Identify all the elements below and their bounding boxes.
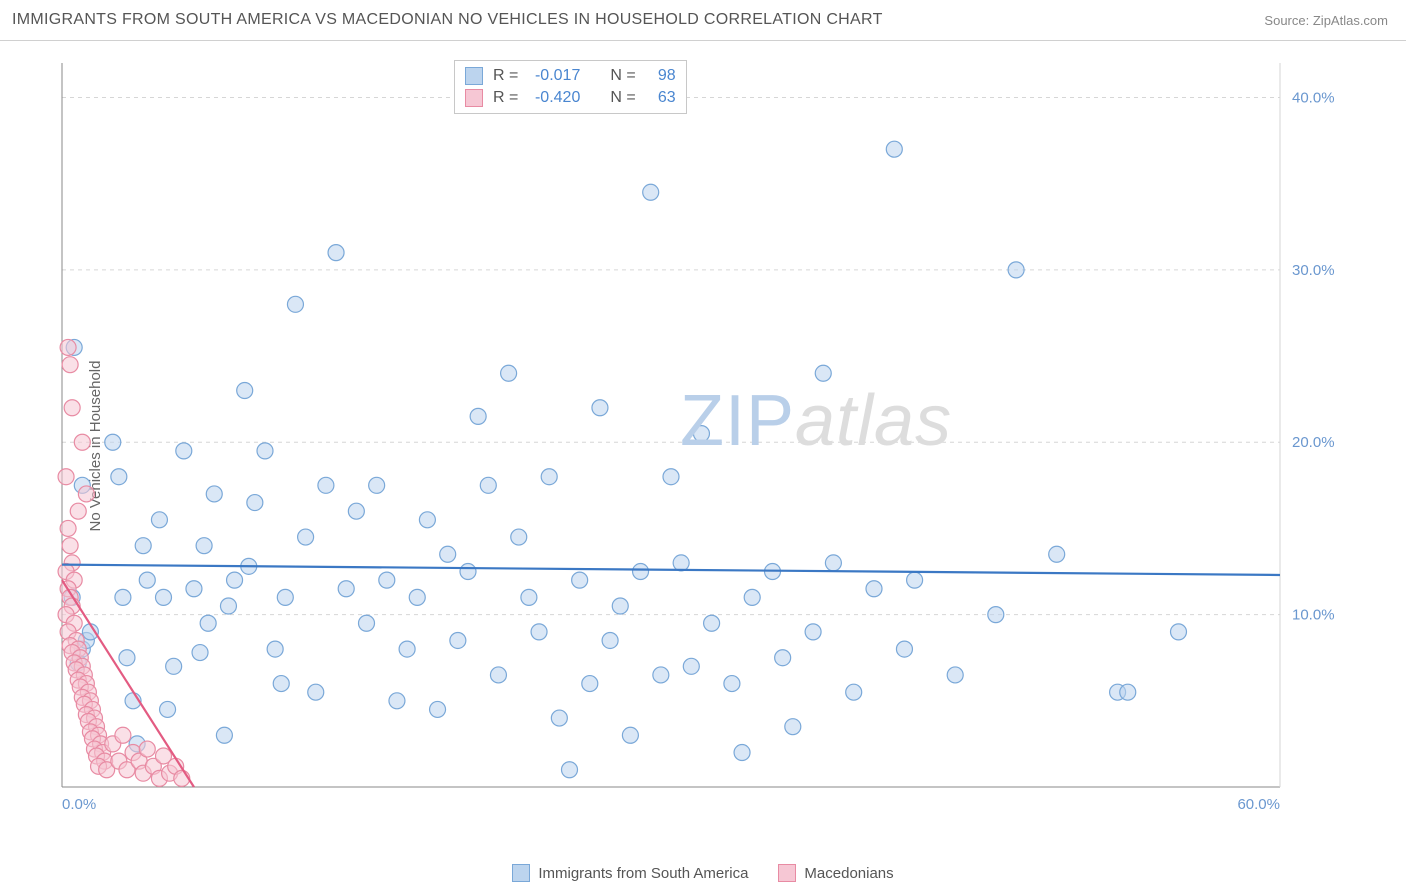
legend-swatch [512, 864, 530, 882]
svg-text:10.0%: 10.0% [1292, 607, 1335, 624]
scatter-plot: 10.0% 20.0% 30.0% 40.0% 0.0% 60.0% [50, 55, 1350, 825]
source-label: Source: [1264, 13, 1309, 28]
legend-swatch [465, 67, 483, 85]
n-value: 63 [646, 89, 676, 107]
legend-row: R = -0.420 N = 63 [465, 87, 676, 109]
n-label: N = [610, 67, 635, 85]
correlation-legend: R = -0.017 N = 98 R = -0.420 N = 63 [454, 60, 687, 114]
legend-row: R = -0.017 N = 98 [465, 65, 676, 87]
source-attribution: Source: ZipAtlas.com [1264, 13, 1388, 28]
svg-text:40.0%: 40.0% [1292, 89, 1335, 106]
title-bar: IMMIGRANTS FROM SOUTH AMERICA VS MACEDON… [0, 0, 1406, 41]
legend-swatch [778, 864, 796, 882]
r-value: -0.017 [528, 67, 580, 85]
series-legend-item: Macedonians [778, 864, 893, 882]
r-label: R = [493, 89, 518, 107]
svg-text:0.0%: 0.0% [62, 796, 96, 813]
source-name: ZipAtlas.com [1313, 13, 1388, 28]
series-legend: Immigrants from South America Macedonians [0, 864, 1406, 882]
legend-swatch [465, 89, 483, 107]
svg-text:30.0%: 30.0% [1292, 262, 1335, 279]
n-value: 98 [646, 67, 676, 85]
r-label: R = [493, 67, 518, 85]
series-legend-item: Immigrants from South America [512, 864, 748, 882]
legend-label: Immigrants from South America [538, 865, 748, 882]
chart-title: IMMIGRANTS FROM SOUTH AMERICA VS MACEDON… [12, 11, 883, 29]
legend-label: Macedonians [804, 865, 893, 882]
svg-text:60.0%: 60.0% [1237, 796, 1280, 813]
plot-svg: 10.0% 20.0% 30.0% 40.0% 0.0% 60.0% [50, 55, 1350, 825]
r-value: -0.420 [528, 89, 580, 107]
n-label: N = [610, 89, 635, 107]
svg-text:20.0%: 20.0% [1292, 434, 1335, 451]
